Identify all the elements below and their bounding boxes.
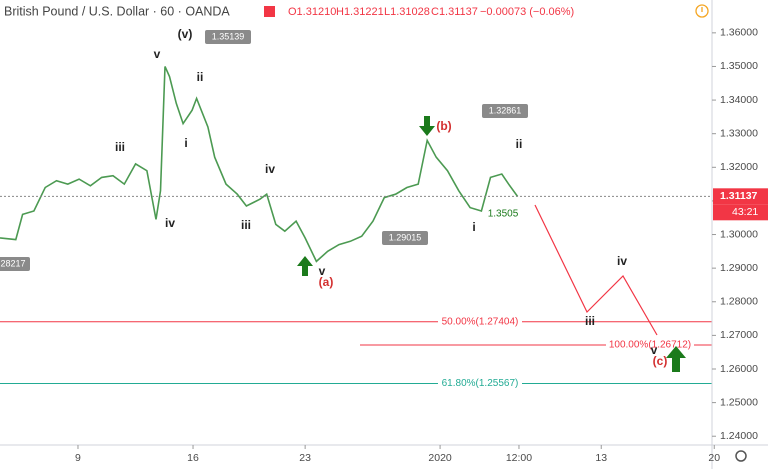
wave-label: (v) (178, 27, 193, 41)
fib-label-bg (438, 314, 522, 329)
x-tick-label: 12:00 (506, 452, 532, 464)
ohlc-change: −0.00073 (−0.06%) (480, 6, 574, 18)
y-tick-label: 1.28000 (720, 296, 758, 308)
x-tick-label: 16 (187, 452, 199, 464)
wave-label: i (184, 136, 187, 150)
y-tick-label: 1.24000 (720, 430, 758, 442)
callout-box (0, 257, 30, 271)
wave-label: iv (165, 216, 175, 230)
settings-icon[interactable] (735, 450, 747, 462)
wave-label: i (472, 220, 475, 234)
wave-label: (c) (653, 354, 668, 368)
y-tick-label: 1.29000 (720, 262, 758, 274)
y-tick-label: 1.27000 (720, 329, 758, 341)
ohlc-close: C1.31137 (431, 6, 478, 18)
ohlc-high: H1.31221 (336, 6, 384, 18)
header-icon (264, 6, 275, 17)
price-line (0, 66, 519, 263)
last-price-label: 1.31137 (720, 190, 758, 202)
plot-area: 50.00%(1.27404) 100.00%(1.26712) 61.80%(1.… (0, 66, 712, 391)
price-callout: 1.35139 (212, 31, 245, 41)
countdown-box (713, 204, 768, 221)
chart-title: British Pound / U.S. Dollar · 60 · OANDA (4, 4, 230, 18)
y-tick-label: 1.33000 (720, 127, 758, 139)
fib-label: 50.00%(1.27404) (442, 316, 519, 327)
projection (534, 204, 658, 336)
wave-label: (a) (319, 275, 334, 289)
x-tick-label: 13 (595, 452, 607, 464)
wave-label: iii (585, 314, 595, 328)
wave-label: (b) (436, 119, 451, 133)
y-tick-label: 1.35000 (720, 60, 758, 72)
ohlc-low: L1.31028 (384, 6, 430, 18)
fib-label-bg (438, 376, 522, 391)
price-callout: 1.29015 (389, 232, 422, 242)
wave-label: iii (115, 140, 125, 154)
fib-label-bg (606, 338, 694, 353)
arrow-up (666, 346, 686, 372)
y-tick-label: 1.34000 (720, 94, 758, 106)
y-tick-label: 1.25000 (720, 396, 758, 408)
wave-label: v (651, 343, 658, 357)
x-tick-label: 23 (299, 452, 311, 464)
wave-label: v (319, 264, 326, 278)
note: 1.3505 (488, 209, 519, 220)
y-tick-label: 1.30000 (720, 228, 758, 240)
ohlc-open: O1.31210 (288, 6, 336, 18)
price-callout: 1.32861 (489, 105, 522, 115)
wave-label: v (154, 47, 161, 61)
header-bg (0, 0, 710, 22)
wave-label: iv (265, 162, 275, 176)
countdown: 43:21 (732, 206, 758, 218)
callout-box (205, 30, 251, 44)
wave-label: iv (617, 254, 627, 268)
wave-label: ii (197, 70, 204, 84)
price-callout: 28217 (0, 258, 25, 268)
wave-label: iii (241, 218, 251, 232)
x-tick-label: 9 (75, 452, 81, 464)
callout-box (482, 104, 528, 118)
x-tick-label: 20 (708, 452, 720, 464)
wave-label: ii (516, 137, 523, 151)
arrow-up (297, 256, 313, 276)
fib-label: 100.00%(1.26712) (609, 340, 691, 351)
fib-label: 61.80%(1.25567) (442, 378, 519, 389)
callout-box (382, 231, 428, 245)
alert-icon[interactable] (695, 4, 709, 18)
y-tick-label: 1.26000 (720, 363, 758, 375)
y-tick-label: 1.32000 (720, 161, 758, 173)
x-tick-label: 2020 (428, 452, 452, 464)
y-tick-label: 1.36000 (720, 27, 758, 39)
arrow-down (419, 116, 435, 136)
last-price-box (713, 188, 768, 205)
